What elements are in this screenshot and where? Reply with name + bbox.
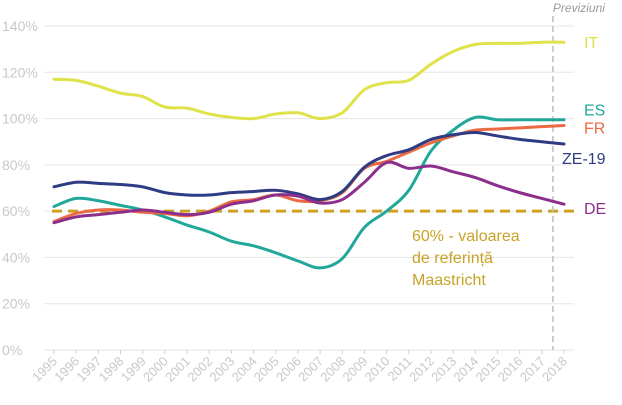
- y-tick-label: 40%: [2, 249, 30, 265]
- series-label-ze-19: ZE-19: [562, 151, 606, 168]
- y-tick-label: 20%: [2, 296, 30, 312]
- x-tick-label: 2018: [539, 354, 570, 385]
- gridlines: [44, 25, 574, 351]
- y-tick-label: 60%: [2, 203, 30, 219]
- forecast-label: Previziuni: [553, 1, 605, 15]
- series-label-de: DE: [584, 201, 606, 218]
- annotation-line-1: 60% - valoarea: [412, 228, 520, 245]
- y-axis: 0% 20% 40% 60% 80% 100% 120% 140%: [2, 18, 38, 358]
- y-tick-label: 120%: [2, 64, 38, 80]
- series-line-es: [52, 115, 566, 270]
- annotation-line-3: Maastricht: [412, 272, 486, 289]
- series-line-it: [52, 40, 566, 121]
- series-label-fr: FR: [584, 121, 605, 138]
- y-tick-label: 140%: [2, 18, 38, 34]
- series-line-de: [52, 160, 566, 225]
- series-label-it: IT: [584, 35, 598, 52]
- series-line-ze-19: [52, 130, 566, 202]
- y-tick-label: 100%: [2, 111, 38, 127]
- series-line-fr: [52, 124, 566, 224]
- x-axis: 1995199619971998199920002001200220032004…: [29, 350, 570, 385]
- forecast-divider-group: Previziuni: [552, 1, 605, 350]
- y-tick-label: 80%: [2, 157, 30, 173]
- series-lines: [52, 40, 566, 270]
- annotation-line-2: de referință: [412, 250, 493, 267]
- reference-annotation: 60% - valoarea de referință Maastricht: [412, 228, 520, 289]
- series-label-es: ES: [584, 103, 605, 120]
- y-tick-label: 0%: [2, 342, 22, 358]
